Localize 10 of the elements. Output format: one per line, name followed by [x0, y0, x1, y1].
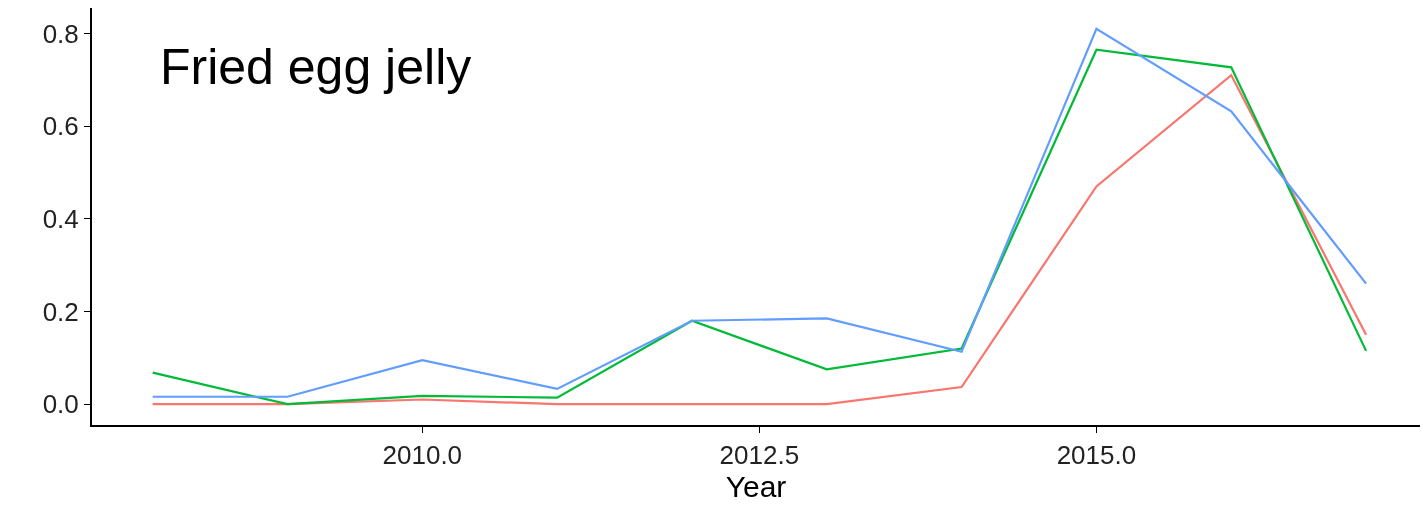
y-tick-label: 0.0 — [42, 389, 79, 420]
y-tick-label: 0.8 — [42, 18, 79, 49]
y-tick-label: 0.6 — [42, 111, 79, 142]
x-axis-title: Year — [725, 470, 787, 504]
x-tick-label: 2010.0 — [382, 440, 463, 471]
x-tick-label: 2012.5 — [719, 440, 800, 471]
y-tick-label: 0.4 — [42, 203, 79, 234]
x-tick-label: 2015.0 — [1056, 440, 1137, 471]
annotation: Fried egg jelly — [160, 39, 472, 95]
y-tick-label: 0.2 — [42, 296, 79, 327]
